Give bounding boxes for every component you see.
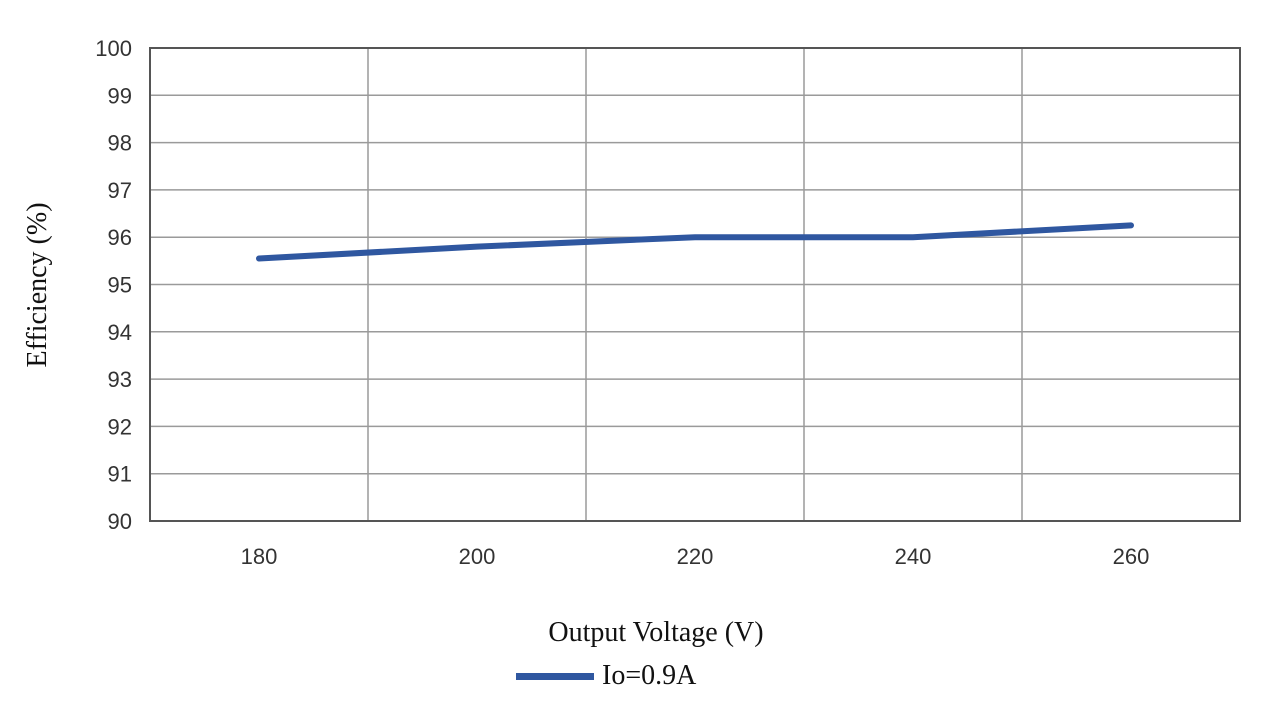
plot-frame [149,47,1241,522]
y-tick-label: 90 [108,509,132,534]
x-tick-label: 220 [677,544,714,569]
y-tick-label: 93 [108,367,132,392]
x-axis-title: Output Voltage (V) [548,617,763,648]
y-tick-label: 98 [108,131,132,156]
y-tick-label: 99 [108,83,132,108]
x-tick-label: 200 [459,544,496,569]
legend: Io=0.9A [516,660,696,692]
x-tick-label: 260 [1113,544,1150,569]
x-tick-label: 180 [241,544,278,569]
y-axis-ticks: 100 99 98 97 96 95 94 93 92 91 90 [95,36,132,534]
y-tick-label: 91 [108,462,132,487]
legend-swatch [516,672,594,680]
y-tick-label: 95 [108,273,132,298]
series-line-io-0-9a [256,222,1134,262]
y-tick-label: 94 [108,320,132,345]
legend-label: Io=0.9A [602,660,697,691]
gridlines [150,47,1240,522]
x-tick-label: 240 [895,544,932,569]
y-axis-title: Efficiency (%) [22,202,53,367]
y-tick-label: 97 [108,178,132,203]
y-tick-label: 100 [95,36,132,61]
x-axis-ticks: 180 200 220 240 260 [241,544,1150,569]
y-tick-label: 96 [108,225,132,250]
y-tick-label: 92 [108,414,132,439]
